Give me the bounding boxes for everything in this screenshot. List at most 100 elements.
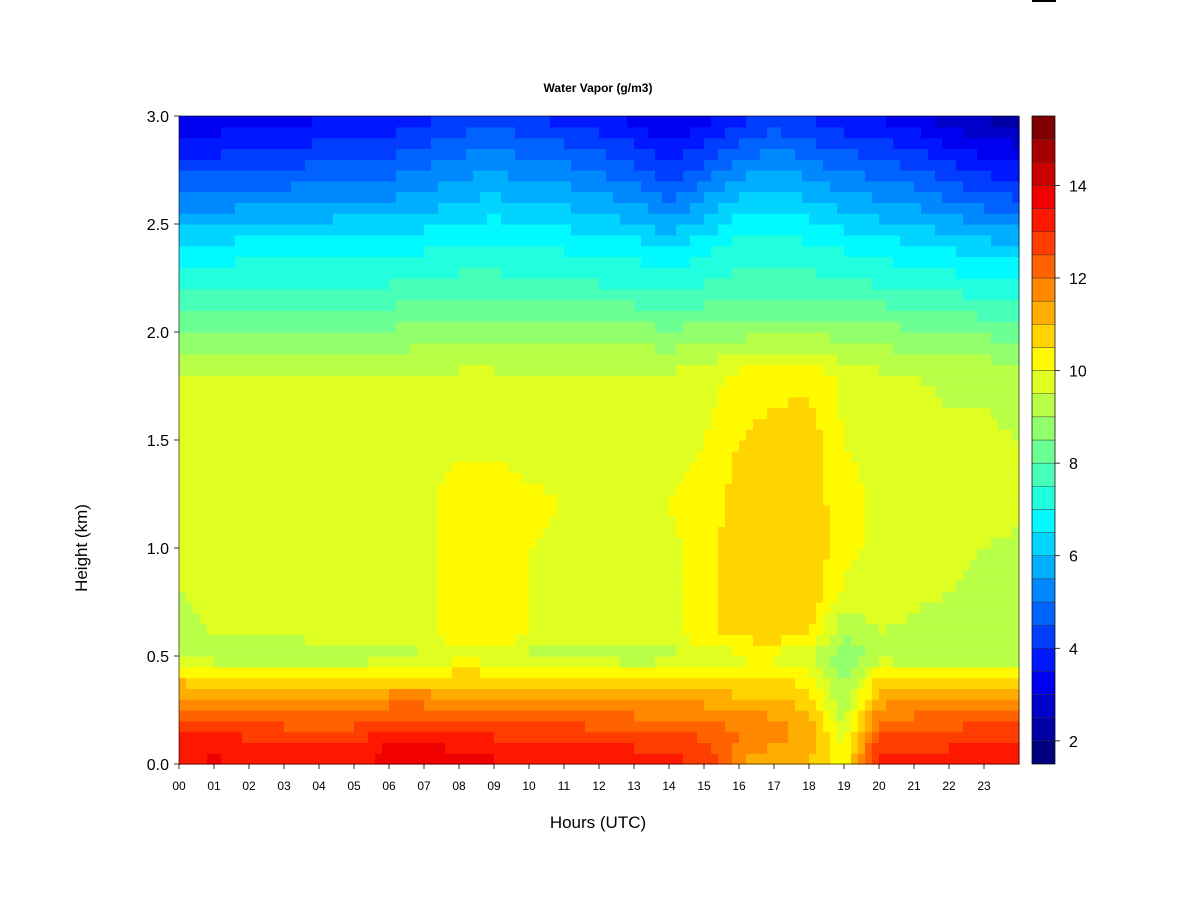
heatmap-cell: [963, 677, 971, 689]
heatmap-cell: [403, 526, 411, 538]
heatmap-cell: [809, 656, 817, 668]
heatmap-cell: [620, 602, 628, 614]
heatmap-cell: [550, 710, 558, 722]
heatmap-cell: [424, 310, 432, 322]
heatmap-cell: [249, 494, 257, 506]
heatmap-cell: [298, 569, 306, 581]
heatmap-cell: [970, 677, 978, 689]
heatmap-cell: [291, 720, 299, 733]
heatmap-cell: [368, 623, 376, 635]
heatmap-cell: [725, 375, 733, 387]
heatmap-cell: [606, 504, 614, 517]
heatmap-cell: [1012, 332, 1020, 344]
heatmap-cell: [830, 332, 838, 344]
heatmap-cell: [697, 332, 705, 344]
heatmap-cell: [837, 634, 845, 646]
heatmap-cell: [970, 386, 978, 398]
heatmap-cell: [585, 515, 593, 527]
heatmap-cell: [277, 386, 285, 398]
heatmap-cell: [802, 332, 810, 344]
heatmap-cell: [662, 666, 670, 679]
heatmap-cell: [340, 440, 348, 452]
heatmap-cell: [949, 440, 957, 452]
heatmap-cell: [830, 580, 838, 592]
heatmap-cell: [501, 342, 509, 355]
heatmap-cell: [410, 623, 418, 635]
heatmap-cell: [669, 710, 677, 722]
heatmap-cell: [662, 472, 670, 484]
heatmap-cell: [662, 396, 670, 409]
heatmap-cell: [690, 602, 698, 614]
heatmap-cell: [473, 720, 481, 733]
heatmap-cell: [809, 548, 817, 560]
heatmap-cell: [284, 558, 292, 571]
heatmap-cell: [872, 429, 880, 441]
heatmap-cell: [956, 645, 964, 657]
heatmap-cell: [326, 602, 334, 614]
heatmap-cell: [543, 742, 551, 754]
heatmap-cell: [613, 634, 621, 646]
heatmap-cell: [970, 494, 978, 506]
heatmap-cell: [438, 602, 446, 614]
heatmap-cell: [788, 710, 796, 722]
heatmap-cell: [515, 720, 523, 733]
heatmap-cell: [543, 407, 551, 419]
heatmap-cell: [536, 418, 544, 430]
heatmap-cell: [732, 461, 740, 473]
heatmap-cell: [711, 656, 719, 668]
heatmap-cell: [760, 450, 768, 463]
heatmap-cell: [487, 321, 495, 333]
heatmap-cell: [347, 699, 355, 711]
heatmap-cell: [662, 504, 670, 517]
heatmap-cell: [494, 569, 502, 581]
heatmap-cell: [179, 731, 187, 743]
heatmap-cell: [753, 710, 761, 722]
heatmap-cell: [410, 677, 418, 689]
heatmap-cell: [221, 429, 229, 441]
heatmap-cell: [249, 634, 257, 646]
heatmap-cell: [578, 753, 586, 765]
heatmap-cell: [914, 602, 922, 614]
heatmap-cell: [235, 699, 243, 711]
heatmap-cell: [305, 537, 313, 549]
heatmap-cell: [396, 645, 404, 657]
heatmap-cell: [690, 710, 698, 722]
heatmap-cell: [298, 634, 306, 646]
heatmap-cell: [186, 375, 194, 387]
heatmap-cell: [284, 515, 292, 527]
heatmap-cell: [340, 731, 348, 743]
heatmap-cell: [361, 688, 369, 700]
heatmap-cell: [186, 504, 194, 517]
heatmap-cell: [641, 407, 649, 419]
heatmap-cell: [487, 461, 495, 473]
heatmap-cell: [396, 375, 404, 387]
heatmap-cell: [942, 418, 950, 430]
heatmap-cell: [683, 612, 691, 625]
heatmap-cell: [928, 699, 936, 711]
heatmap-cell: [214, 569, 222, 581]
heatmap-cell: [284, 342, 292, 355]
heatmap-cell: [935, 720, 943, 733]
heatmap-cell: [354, 483, 362, 495]
heatmap-cell: [795, 386, 803, 398]
heatmap-cell: [578, 321, 586, 333]
heatmap-cell: [837, 688, 845, 700]
heatmap-cell: [802, 504, 810, 517]
heatmap-cell: [466, 526, 474, 538]
heatmap-cell: [424, 515, 432, 527]
heatmap-cell: [368, 504, 376, 517]
heatmap-cell: [543, 656, 551, 668]
heatmap-cell: [361, 526, 369, 538]
heatmap-cell: [305, 623, 313, 635]
heatmap-cell: [837, 483, 845, 495]
heatmap-cell: [935, 504, 943, 517]
heatmap-cell: [879, 591, 887, 603]
heatmap-cell: [263, 731, 271, 743]
heatmap-cell: [459, 602, 467, 614]
heatmap-cell: [984, 569, 992, 581]
heatmap-cell: [431, 753, 439, 765]
heatmap-cell: [417, 396, 425, 409]
heatmap-cell: [816, 742, 824, 754]
heatmap-cell: [263, 310, 271, 322]
heatmap-cell: [431, 634, 439, 646]
